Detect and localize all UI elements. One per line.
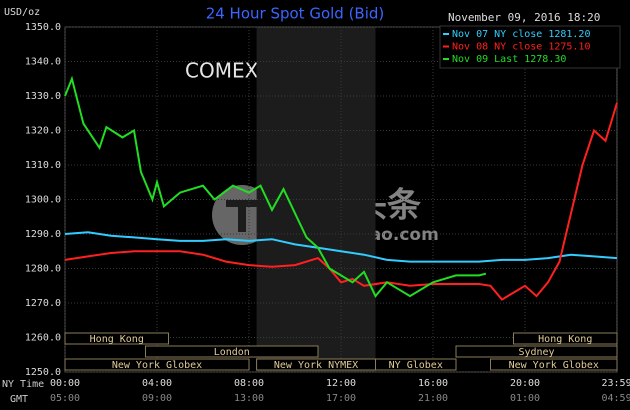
x-tick-label: 00:00 (50, 378, 80, 389)
y-tick-label: 1250.0 (25, 367, 61, 378)
series-line (64, 231, 618, 263)
y-tick-label: 1310.0 (25, 160, 61, 171)
session-bar (490, 358, 618, 371)
session-bar (455, 345, 618, 358)
y-tick-label: 1290.0 (25, 229, 61, 240)
x-tick-label-gmt: 04:59 (601, 393, 630, 404)
x-tick-label-gmt: 09:00 (142, 393, 172, 404)
y-tick-label: 1280.0 (25, 264, 61, 275)
y-tick-label: 1270.0 (25, 298, 61, 309)
session-label: New York NYMEX (274, 360, 358, 371)
session-label: Hong Kong (90, 334, 144, 345)
timestamp: November 09, 2016 18:20 (448, 11, 600, 24)
watermark-icon-t (238, 200, 246, 232)
legend-label: Nov 09 Last 1278.30 (452, 54, 566, 65)
shaded-region (256, 27, 376, 372)
session-bar (64, 332, 169, 345)
x-tick-label: 23:59 (601, 378, 630, 389)
x-tick-label-gmt: 17:00 (326, 393, 356, 404)
y-tick-label: 1350.0 (25, 22, 61, 33)
x-tick-label-gmt: 13:00 (234, 393, 264, 404)
legend-label: Nov 07 NY close 1281.20 (452, 29, 590, 40)
y-axis-label: USD/oz (4, 7, 40, 18)
x-tick-label-gmt: 01:00 (510, 393, 540, 404)
x-tick-label-gmt: 21:00 (418, 393, 448, 404)
x-tick-label: 12:00 (326, 378, 356, 389)
legend-label: Nov 08 NY close 1275.10 (452, 42, 590, 53)
x-tick-label: 20:00 (510, 378, 540, 389)
y-tick-label: 1320.0 (25, 126, 61, 137)
session-bar (64, 358, 250, 371)
y-tick-label: 1300.0 (25, 195, 61, 206)
session-label: Sydney (518, 347, 554, 358)
y-tick-label: 1340.0 (25, 57, 61, 68)
session-label: Hong Kong (538, 334, 592, 345)
x-row-label: GMT (10, 394, 28, 405)
x-tick-label-gmt: 05:00 (50, 393, 80, 404)
x-tick-label: 16:00 (418, 378, 448, 389)
series-line (64, 75, 487, 298)
session-label: NY Globex (389, 360, 443, 371)
session-label: London (214, 347, 250, 358)
y-tick-label: 1330.0 (25, 91, 61, 102)
y-tick-label: 1260.0 (25, 333, 61, 344)
x-row-label: NY Time (2, 379, 44, 390)
x-tick-label: 04:00 (142, 378, 172, 389)
session-label: New York Globex (112, 360, 202, 371)
session-bar (375, 358, 457, 371)
legend-box (439, 25, 621, 69)
session-label: New York Globex (509, 360, 599, 371)
x-tick-label: 08:00 (234, 378, 264, 389)
session-bar (145, 345, 319, 358)
session-bar (513, 332, 618, 345)
chart-title: 24 Hour Spot Gold (Bid) (206, 5, 385, 23)
